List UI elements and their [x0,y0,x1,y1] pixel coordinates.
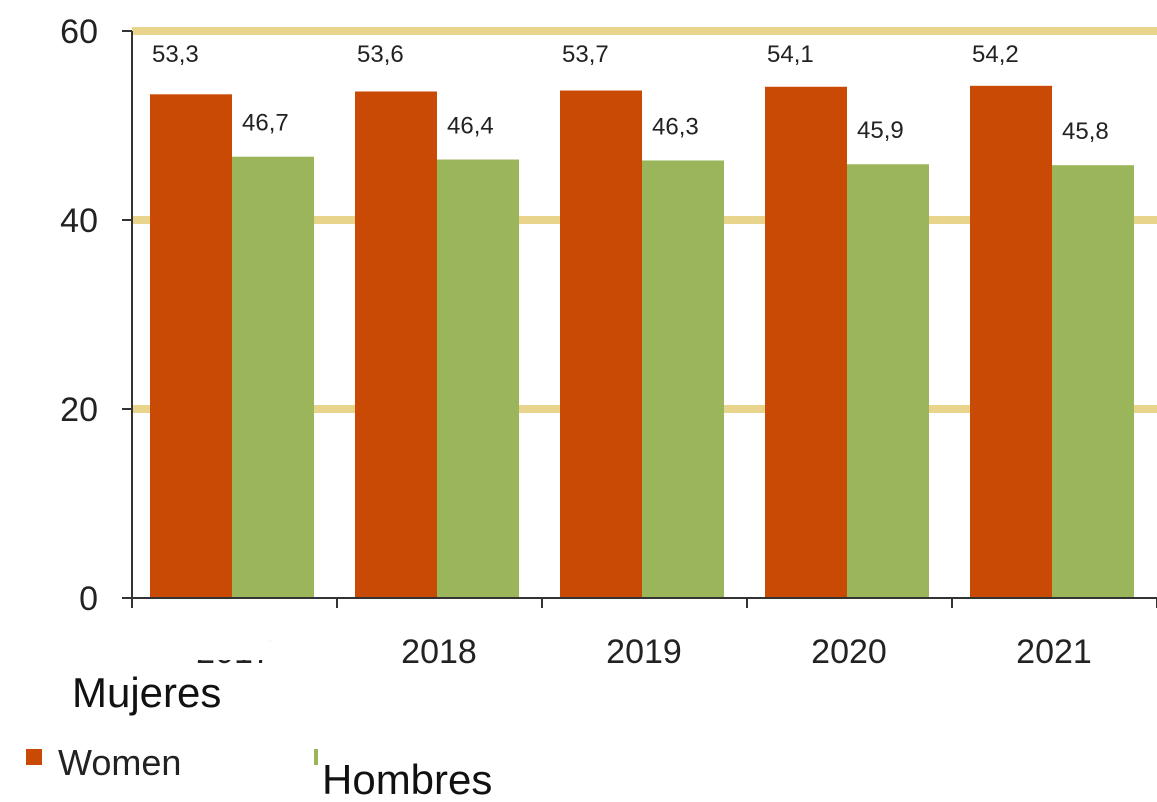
bar-men-2020 [847,164,929,598]
value-label-men-2020: 45,9 [857,117,904,144]
bar-women-2019 [560,91,642,598]
x-tick-label-2019: 2019 [606,633,682,671]
y-tick-label-40: 40 [60,202,98,240]
legend-label-women: Women [58,742,181,783]
value-label-women-2019: 53,7 [562,41,609,68]
bar-men-2018 [437,160,519,598]
y-tick-label-20: 20 [60,391,98,429]
overlay-label-women: Mujeres [72,669,221,716]
overlay-patch-x-axis [60,632,270,660]
x-tick-label-2020: 2020 [811,633,887,671]
bars-layer [150,86,1134,598]
y-tick-label-60: 60 [60,13,98,51]
value-label-women-2017: 53,3 [152,41,199,68]
bar-men-2021 [1052,165,1134,598]
value-label-men-2021: 45,8 [1062,118,1109,145]
bar-women-2017 [150,94,232,598]
value-label-women-2018: 53,6 [357,41,404,68]
value-label-women-2020: 54,1 [767,41,814,68]
x-tick-label-2018: 2018 [401,633,477,671]
bar-men-2019 [642,160,724,598]
overlay-label-men: Hombres [322,756,492,802]
bar-women-2018 [355,91,437,598]
bar-women-2021 [970,86,1052,598]
x-tick-label-2021: 2021 [1016,633,1092,671]
value-label-men-2019: 46,3 [652,113,699,140]
value-label-women-2021: 54,2 [972,41,1019,68]
value-label-men-2017: 46,7 [242,110,289,137]
y-tick-label-0: 0 [79,580,98,618]
bar-men-2017 [232,157,314,598]
legend-swatch-women [26,749,42,765]
bar-women-2020 [765,87,847,598]
value-label-men-2018: 46,4 [447,113,494,140]
